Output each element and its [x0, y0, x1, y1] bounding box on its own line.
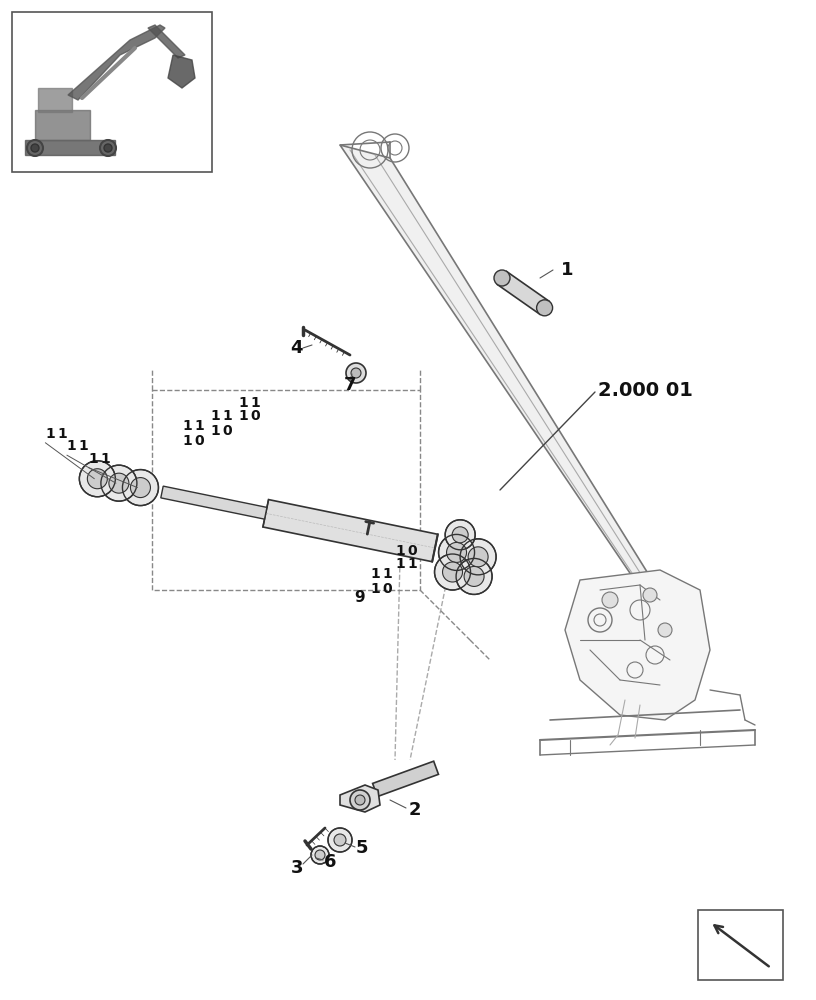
Text: 1: 1 [561, 261, 574, 279]
Circle shape [456, 558, 492, 594]
Polygon shape [148, 25, 185, 58]
Text: 5: 5 [356, 839, 368, 857]
Circle shape [537, 300, 552, 316]
Bar [698, 910, 783, 980]
Polygon shape [168, 55, 195, 88]
Circle shape [442, 562, 463, 582]
Text: 1: 1 [382, 567, 392, 581]
Circle shape [27, 140, 43, 156]
Polygon shape [340, 145, 680, 625]
Bar [12, 12, 212, 172]
Text: 3: 3 [290, 859, 304, 877]
Circle shape [101, 465, 137, 501]
Circle shape [122, 470, 158, 506]
Polygon shape [340, 785, 380, 812]
Circle shape [350, 790, 370, 810]
Circle shape [328, 828, 352, 852]
Polygon shape [498, 271, 549, 314]
Polygon shape [565, 570, 710, 720]
Text: 1: 1 [250, 396, 259, 410]
Circle shape [460, 539, 496, 575]
Text: 2: 2 [409, 801, 421, 819]
Text: 1: 1 [79, 439, 89, 453]
Polygon shape [373, 761, 438, 797]
Polygon shape [25, 140, 115, 155]
Polygon shape [161, 486, 267, 519]
Text: 1: 1 [57, 427, 67, 441]
Circle shape [658, 623, 672, 637]
Polygon shape [38, 88, 72, 112]
Text: 0: 0 [250, 409, 259, 423]
Text: 0: 0 [382, 582, 392, 596]
Text: 1: 1 [395, 544, 405, 558]
Text: 4: 4 [290, 339, 302, 357]
Circle shape [446, 520, 475, 550]
Text: 1: 1 [370, 582, 379, 596]
Circle shape [602, 592, 618, 608]
Circle shape [351, 368, 361, 378]
Circle shape [452, 527, 468, 543]
Circle shape [131, 478, 150, 498]
Circle shape [104, 144, 112, 152]
Text: 1: 1 [210, 409, 220, 423]
Text: 1: 1 [182, 434, 192, 448]
Circle shape [311, 846, 329, 864]
Circle shape [494, 270, 510, 286]
Circle shape [79, 461, 115, 497]
Text: 1: 1 [222, 409, 232, 423]
Bar [152, 390, 420, 590]
Circle shape [87, 469, 108, 489]
Circle shape [464, 566, 484, 586]
Circle shape [315, 850, 325, 860]
Text: 1: 1 [395, 557, 405, 571]
Text: 1: 1 [88, 452, 98, 466]
Text: 2.000 01: 2.000 01 [598, 380, 693, 399]
Circle shape [31, 144, 39, 152]
Text: 6: 6 [324, 853, 336, 871]
Circle shape [100, 140, 116, 156]
Polygon shape [68, 25, 165, 100]
Text: 1: 1 [182, 419, 192, 433]
Circle shape [334, 834, 346, 846]
Text: 0: 0 [194, 434, 204, 448]
Text: 1: 1 [46, 427, 55, 441]
Text: 0: 0 [222, 424, 232, 438]
Text: 0: 0 [407, 544, 417, 558]
Text: 9: 9 [355, 590, 366, 605]
Circle shape [435, 554, 471, 590]
Text: 1: 1 [238, 396, 248, 410]
Circle shape [468, 547, 488, 567]
Circle shape [346, 363, 366, 383]
Circle shape [446, 542, 467, 562]
Text: 1: 1 [67, 439, 77, 453]
Text: 1: 1 [194, 419, 204, 433]
Text: 1: 1 [370, 567, 379, 581]
Text: 7: 7 [344, 376, 357, 394]
Circle shape [109, 473, 129, 493]
Circle shape [355, 795, 365, 805]
Polygon shape [35, 110, 90, 140]
Text: 1: 1 [407, 557, 417, 571]
Text: 1: 1 [100, 452, 110, 466]
Circle shape [438, 534, 475, 570]
Text: 1: 1 [238, 409, 248, 423]
Polygon shape [263, 500, 438, 562]
Circle shape [643, 588, 657, 602]
Text: 1: 1 [210, 424, 220, 438]
